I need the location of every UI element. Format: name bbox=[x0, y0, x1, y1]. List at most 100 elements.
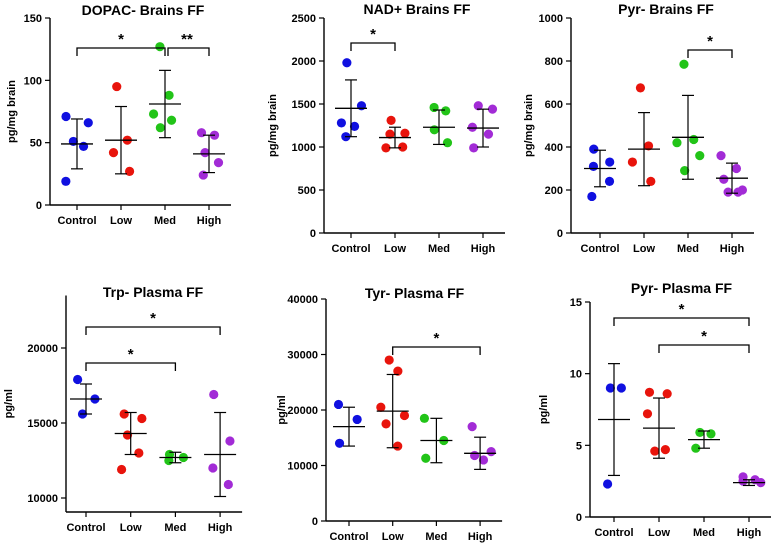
y-tick-label: 2000 bbox=[292, 56, 316, 68]
x-tick-label: Med bbox=[425, 531, 447, 543]
data-point bbox=[73, 374, 83, 385]
y-axis-label: pg/mg brain bbox=[523, 94, 535, 157]
data-point bbox=[604, 176, 615, 186]
x-tick-label: Low bbox=[120, 522, 142, 534]
x-tick-label: Control bbox=[594, 527, 633, 539]
data-point bbox=[644, 387, 655, 397]
x-tick-label: Control bbox=[580, 243, 619, 255]
y-tick-label: 10000 bbox=[27, 493, 58, 505]
chart-title: DOPAC- Brains FF bbox=[82, 2, 205, 18]
chart-title: Pyr- Brains FF bbox=[618, 1, 714, 17]
y-axis-label: pg/mg brain bbox=[267, 94, 279, 157]
data-point bbox=[166, 115, 177, 125]
data-point bbox=[200, 148, 210, 158]
chart-panel: NAD+ Brains FF 0 500 1000 1500 2000 2500 pg/mg … bbox=[267, 1, 505, 255]
significance-bracket bbox=[350, 42, 396, 51]
data-point bbox=[603, 479, 613, 489]
chart-title: Trp- Plasma FF bbox=[103, 284, 204, 300]
y-tick-label: 500 bbox=[298, 185, 316, 197]
data-point bbox=[627, 157, 638, 167]
y-axis-label: pg/mg brain bbox=[6, 80, 18, 143]
y-tick-label: 10 bbox=[570, 369, 582, 381]
data-point bbox=[124, 166, 135, 176]
data-point bbox=[419, 413, 430, 423]
data-point bbox=[616, 383, 626, 393]
data-point bbox=[164, 90, 174, 100]
x-tick-label: Control bbox=[331, 243, 370, 255]
data-point bbox=[650, 446, 660, 456]
y-tick-label: 0 bbox=[557, 228, 563, 240]
x-tick-label: Med bbox=[154, 215, 176, 227]
data-point bbox=[333, 399, 344, 410]
y-tick-label: 40000 bbox=[287, 294, 318, 306]
data-point bbox=[473, 101, 483, 111]
data-point bbox=[61, 111, 71, 122]
data-point bbox=[122, 430, 133, 440]
data-point bbox=[108, 148, 119, 158]
y-tick-label: 0 bbox=[576, 512, 582, 524]
data-point bbox=[421, 453, 431, 463]
x-tick-label: Med bbox=[164, 522, 186, 534]
data-point bbox=[376, 402, 386, 412]
data-point bbox=[469, 143, 479, 153]
chart-panel: DOPAC- Brains FF 0 50 100 150 pg/mg brain Cont… bbox=[6, 2, 231, 227]
x-tick-label: High bbox=[197, 215, 222, 227]
significance-label: * bbox=[707, 33, 713, 50]
data-point bbox=[589, 144, 599, 154]
significance-label: * bbox=[370, 26, 376, 43]
data-point bbox=[386, 115, 396, 125]
data-point bbox=[646, 176, 656, 186]
x-tick-label: Low bbox=[382, 531, 404, 543]
y-tick-label: 50 bbox=[30, 138, 42, 150]
data-point bbox=[352, 414, 362, 425]
x-tick-label: High bbox=[737, 527, 762, 539]
x-tick-label: High bbox=[471, 243, 496, 255]
significance-label: * bbox=[128, 346, 134, 363]
data-point bbox=[587, 191, 597, 202]
y-tick-label: 600 bbox=[545, 99, 563, 111]
significance-bracket bbox=[687, 49, 733, 58]
significance-label: * bbox=[701, 328, 707, 345]
y-tick-label: 10000 bbox=[287, 461, 318, 473]
data-point bbox=[662, 389, 672, 399]
data-point bbox=[716, 151, 726, 161]
data-point bbox=[679, 59, 689, 69]
x-tick-label: Med bbox=[428, 243, 450, 255]
x-tick-label: High bbox=[468, 531, 493, 543]
y-axis-label: pg/ml bbox=[276, 395, 288, 424]
data-point bbox=[385, 129, 395, 139]
data-point bbox=[467, 122, 478, 132]
data-point bbox=[225, 436, 235, 446]
y-tick-label: 15 bbox=[570, 297, 582, 309]
data-point bbox=[723, 187, 733, 197]
data-point bbox=[695, 427, 705, 438]
data-point bbox=[381, 143, 391, 153]
x-tick-label: Low bbox=[648, 527, 670, 539]
data-point bbox=[83, 118, 93, 128]
y-tick-label: 150 bbox=[24, 13, 42, 25]
data-point bbox=[469, 450, 480, 461]
y-tick-label: 800 bbox=[545, 56, 563, 68]
x-tick-label: High bbox=[720, 243, 745, 255]
significance-label: * bbox=[118, 31, 124, 48]
data-point bbox=[467, 422, 477, 432]
x-tick-label: Med bbox=[693, 527, 715, 539]
data-point bbox=[719, 174, 729, 184]
data-point bbox=[208, 463, 218, 473]
y-tick-label: 1000 bbox=[292, 142, 316, 154]
significance-bracket bbox=[658, 344, 750, 353]
significance-label: * bbox=[679, 301, 685, 318]
x-tick-label: Low bbox=[633, 243, 655, 255]
data-point bbox=[336, 118, 347, 128]
data-point bbox=[398, 142, 408, 152]
data-point bbox=[731, 163, 742, 174]
data-point bbox=[384, 355, 394, 365]
data-point bbox=[349, 121, 360, 131]
data-point bbox=[605, 383, 615, 393]
data-point bbox=[442, 138, 453, 148]
data-point bbox=[334, 438, 345, 448]
y-tick-label: 30000 bbox=[287, 350, 318, 362]
data-point bbox=[342, 58, 352, 68]
data-point bbox=[393, 441, 403, 451]
